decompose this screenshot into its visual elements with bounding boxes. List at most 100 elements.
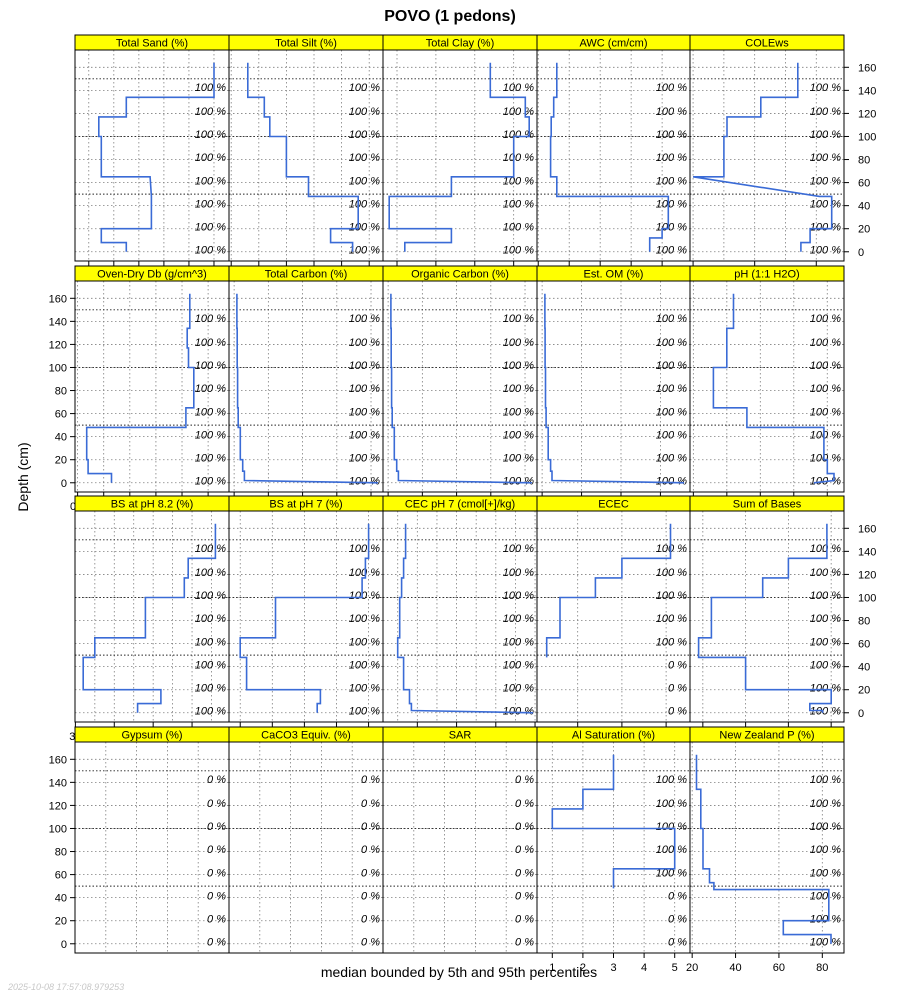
y-tick-label-right: 80 bbox=[858, 155, 870, 167]
pct-label: 100 % bbox=[810, 705, 841, 717]
pct-label: 100 % bbox=[349, 82, 380, 94]
plot-area-bs-at-ph-7 bbox=[229, 511, 383, 722]
x-tick-label: 4 bbox=[641, 962, 647, 974]
pct-label: 100 % bbox=[656, 774, 687, 786]
pct-label: 100 % bbox=[195, 452, 226, 464]
panel-new-zealand-p: New Zealand P (%) 100 % 100 % 100 % 100 % 100… bbox=[686, 726, 845, 974]
y-tick-label-left: 0 bbox=[61, 939, 67, 951]
panel-frame bbox=[689, 510, 845, 723]
panel-total-carbon: Total Carbon (%) 100 % 100 % 100 % 100 % 100 … bbox=[228, 265, 384, 513]
pct-label: 100 % bbox=[349, 682, 380, 694]
profile-line-cec-ph-7-cmol-kg bbox=[396, 523, 534, 714]
pct-label: 0 % bbox=[668, 936, 687, 948]
pct-label: 100 % bbox=[349, 313, 380, 325]
y-tick-label-left: 40 bbox=[55, 893, 67, 905]
strip-label-total-sand: Total Sand (%) bbox=[116, 38, 188, 50]
panel-frame bbox=[689, 741, 845, 954]
profile-line-al-saturation bbox=[551, 754, 676, 889]
pct-label: 100 % bbox=[503, 682, 534, 694]
strip-label-sum-of-bases: Sum of Bases bbox=[733, 499, 802, 511]
pct-label: 100 % bbox=[349, 475, 380, 487]
y-tick-label-left: 80 bbox=[55, 386, 67, 398]
pct-label: 100 % bbox=[503, 244, 534, 256]
panel-cec-ph-7-cmol-kg: CEC pH 7 (cmol[+]/kg) 100 % 100 % 100 % 100 … bbox=[382, 495, 541, 743]
pct-label: 0 % bbox=[207, 936, 226, 948]
pct-label: 100 % bbox=[503, 82, 534, 94]
pct-label: 0 % bbox=[207, 913, 226, 925]
pct-label: 100 % bbox=[503, 543, 534, 555]
pct-label: 100 % bbox=[503, 659, 534, 671]
panel-bs-at-ph-8-2: BS at pH 8.2 (%) 100 % 100 % 100 % 100 % 100 … bbox=[69, 495, 230, 743]
pct-label: 100 % bbox=[503, 613, 534, 625]
pct-label: 100 % bbox=[503, 198, 534, 210]
strip-label-caco3-equiv: CaCO3 Equiv. (%) bbox=[261, 730, 351, 742]
y-tick-label-left: 140 bbox=[49, 777, 67, 789]
y-axis-title: Depth (cm) bbox=[15, 442, 31, 511]
pct-label: 100 % bbox=[195, 613, 226, 625]
pct-label: 100 % bbox=[656, 821, 687, 833]
plot-area-caco3-equiv bbox=[229, 742, 383, 953]
pct-label: 100 % bbox=[810, 452, 841, 464]
pct-label: 100 % bbox=[503, 429, 534, 441]
pct-label: 100 % bbox=[349, 221, 380, 233]
y-tick-label-left: 80 bbox=[55, 847, 67, 859]
pct-label: 0 % bbox=[515, 798, 534, 810]
panel-organic-carbon: Organic Carbon (%) 100 % 100 % 100 % 100 % 10… bbox=[382, 265, 538, 513]
pct-label: 100 % bbox=[810, 383, 841, 395]
profile-line-new-zealand-p bbox=[695, 754, 832, 944]
profile-line-bs-at-ph-8-2 bbox=[82, 523, 217, 713]
pct-label: 100 % bbox=[656, 313, 687, 325]
plot-area-new-zealand-p bbox=[690, 742, 844, 953]
pct-label: 100 % bbox=[656, 152, 687, 164]
strip-label-est-om: Est. OM (%) bbox=[584, 269, 644, 281]
pct-label: 100 % bbox=[656, 543, 687, 555]
pct-label: 100 % bbox=[810, 221, 841, 233]
strip-label-awc-cm-cm: AWC (cm/cm) bbox=[579, 38, 647, 50]
profile-line-bs-at-ph-7 bbox=[239, 523, 370, 713]
strip-label-total-carbon: Total Carbon (%) bbox=[265, 269, 348, 281]
panel-grid: Total Sand (%) 100 % 100 % 100 % 100 % 100 % 1… bbox=[49, 34, 876, 974]
y-tick-label-left: 0 bbox=[61, 478, 67, 490]
panel-total-clay: Total Clay (%) 100 % 100 % 100 % 100 % 100 % 1… bbox=[382, 34, 538, 282]
pct-label: 100 % bbox=[349, 129, 380, 141]
pct-label: 0 % bbox=[207, 774, 226, 786]
pct-label: 100 % bbox=[656, 867, 687, 879]
y-tick-label-left: 160 bbox=[49, 293, 67, 305]
y-tick-label-left: 140 bbox=[49, 316, 67, 328]
y-tick-label-right: 20 bbox=[858, 685, 870, 697]
pct-label: 100 % bbox=[810, 590, 841, 602]
x-tick-label: 40 bbox=[729, 962, 741, 974]
pct-label: 100 % bbox=[810, 659, 841, 671]
pct-label: 100 % bbox=[349, 543, 380, 555]
pct-label: 100 % bbox=[810, 244, 841, 256]
strip-label-bs-at-ph-7: BS at pH 7 (%) bbox=[269, 499, 342, 511]
pct-label: 0 % bbox=[515, 844, 534, 856]
strip-label-gypsum: Gypsum (%) bbox=[121, 730, 182, 742]
plot-area-total-clay bbox=[383, 50, 537, 261]
plot-area-colews bbox=[690, 50, 844, 261]
pct-label: 100 % bbox=[503, 567, 534, 579]
pct-label: 0 % bbox=[207, 821, 226, 833]
pct-label: 100 % bbox=[810, 613, 841, 625]
y-tick-label-right: 80 bbox=[858, 616, 870, 628]
y-tick-label-left: 60 bbox=[55, 870, 67, 882]
pct-label: 100 % bbox=[656, 244, 687, 256]
y-tick-label-right: 100 bbox=[858, 592, 876, 604]
pct-label: 100 % bbox=[349, 705, 380, 717]
pct-label: 100 % bbox=[503, 705, 534, 717]
pct-label: 100 % bbox=[503, 452, 534, 464]
pct-label: 100 % bbox=[656, 475, 687, 487]
pct-label: 100 % bbox=[656, 129, 687, 141]
panel-total-silt: Total Silt (%) 100 % 100 % 100 % 100 % 100 % 1… bbox=[225, 34, 384, 282]
pct-label: 100 % bbox=[810, 821, 841, 833]
y-tick-label-left: 160 bbox=[49, 754, 67, 766]
pct-label: 100 % bbox=[349, 152, 380, 164]
timestamp: 2025-10-08 17:57:08.979253 bbox=[7, 982, 124, 992]
pct-label: 100 % bbox=[195, 175, 226, 187]
y-tick-label-right: 0 bbox=[858, 247, 864, 259]
panel-sar: SAR 0 % 0 % 0 % 0 % 0 % 0 % 0 % 0 % bbox=[382, 726, 538, 954]
pct-label: 0 % bbox=[361, 798, 380, 810]
pct-label: 100 % bbox=[195, 152, 226, 164]
